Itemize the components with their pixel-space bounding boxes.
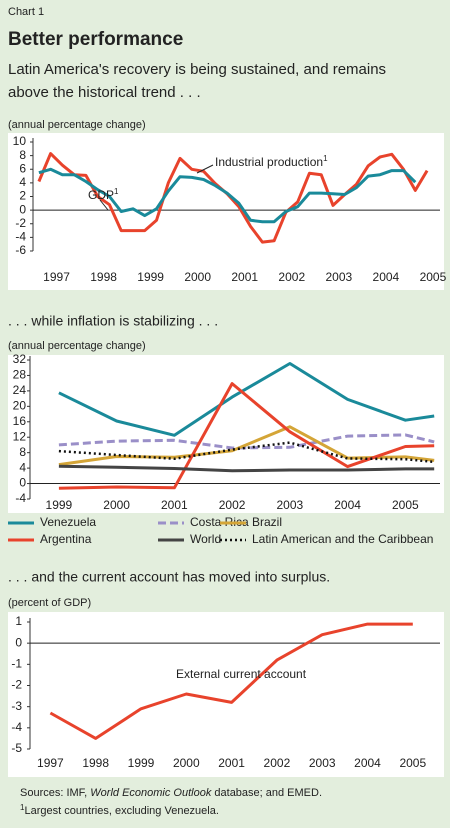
legend-label: Latin American and the Caribbean [252, 532, 433, 546]
footnote-text: Largest countries, excluding Venezuela. [24, 805, 218, 817]
legend-label: World [190, 532, 221, 546]
x-tick-label: 1999 [46, 498, 73, 512]
y-tick-label: 10 [13, 134, 27, 148]
sources-text: Sources: IMF, [20, 787, 90, 799]
y-tick-label: 0 [19, 202, 26, 216]
annotation-text: Industrial production [215, 155, 323, 169]
x-tick-label: 1998 [82, 756, 109, 770]
y-tick-label: -2 [15, 216, 26, 230]
series-line [58, 464, 435, 473]
plot-background [8, 133, 444, 290]
footnote-mark: 1 [20, 803, 25, 812]
leader-line [99, 199, 109, 211]
y-tick-label: 4 [19, 460, 26, 474]
y-axis-label: (annual percentage change) [8, 119, 146, 131]
legend-label: Brazil [252, 515, 282, 529]
x-tick-label: 1999 [137, 270, 164, 284]
y-tick-label: 4 [19, 175, 26, 189]
series-line [58, 441, 435, 464]
x-tick-label: 1997 [43, 270, 70, 284]
y-tick-label: -6 [15, 243, 26, 257]
x-tick-label: 2002 [278, 270, 305, 284]
subtitle-line: above the historical trend . . . [8, 84, 201, 101]
y-tick-label: 1 [15, 614, 22, 628]
y-tick-label: -4 [11, 720, 22, 734]
x-tick-label: 2004 [354, 756, 381, 770]
leader-line [196, 164, 214, 174]
y-tick-label: 24 [13, 383, 27, 397]
annotation-text: GDP [88, 188, 114, 202]
charts: (annual percentage change)1086420-2-4-61… [8, 119, 447, 770]
y-tick-label: 32 [13, 352, 27, 366]
x-tick-label: 2001 [161, 498, 188, 512]
annotation: External current account [176, 667, 307, 681]
legend-label: Venezuela [40, 515, 96, 529]
y-tick-label: 6 [19, 161, 26, 175]
x-tick-label: 2003 [325, 270, 352, 284]
sources: Sources: IMF, World Economic Outlook dat… [20, 787, 322, 799]
x-tick-label: 2002 [264, 756, 291, 770]
y-tick-label: 2 [19, 189, 26, 203]
x-tick-label: 2000 [173, 756, 200, 770]
series-line [58, 362, 435, 437]
x-tick-label: 2004 [334, 498, 361, 512]
series-line [49, 622, 413, 740]
footnote: 1Largest countries, excluding Venezuela. [20, 803, 219, 817]
sources-italic: World Economic Outlook [90, 787, 212, 799]
sources-text: database; and EMED. [211, 787, 322, 799]
y-tick-label: 8 [19, 445, 26, 459]
x-tick-label: 1998 [90, 270, 117, 284]
x-tick-label: 2003 [309, 756, 336, 770]
y-tick-label: 20 [13, 399, 27, 413]
y-tick-label: -5 [11, 741, 22, 755]
y-tick-label: -4 [15, 230, 26, 244]
page-title: Better performance [8, 29, 183, 50]
series-line [38, 167, 417, 224]
chart-title: . . . and the current account has moved … [8, 569, 330, 585]
y-tick-label: -4 [15, 491, 26, 505]
x-tick-label: 2001 [231, 270, 258, 284]
x-tick-label: 2001 [218, 756, 245, 770]
y-tick-label: 28 [13, 368, 27, 382]
annotation: GDP1 [88, 187, 119, 202]
annotation-mark: 1 [114, 187, 119, 196]
x-tick-label: 2000 [184, 270, 211, 284]
y-tick-label: -3 [11, 699, 22, 713]
chart-title: . . . while inflation is stabilizing . .… [8, 313, 218, 329]
x-tick-label: 2005 [392, 498, 419, 512]
y-tick-label: 8 [19, 148, 26, 162]
series-line [58, 425, 435, 467]
x-tick-label: 2000 [103, 498, 130, 512]
y-tick-label: 16 [13, 414, 27, 428]
x-tick-label: 2002 [219, 498, 246, 512]
y-tick-label: 0 [19, 476, 26, 490]
y-axis-label: (percent of GDP) [8, 597, 91, 609]
legend-label: Argentina [40, 532, 92, 546]
annotation-mark: 1 [323, 154, 328, 163]
x-tick-label: 2004 [373, 270, 400, 284]
series-line [37, 152, 429, 244]
x-tick-label: 2003 [277, 498, 304, 512]
chart-label: Chart 1 [8, 6, 44, 18]
y-tick-label: 0 [15, 635, 22, 649]
x-tick-label: 2005 [399, 756, 426, 770]
x-tick-label: 1997 [37, 756, 64, 770]
series-line [58, 382, 435, 490]
subtitle-line: Latin America's recovery is being sustai… [8, 61, 386, 78]
x-tick-label: 1999 [128, 756, 155, 770]
y-tick-label: -2 [11, 678, 22, 692]
y-axis-label: (annual percentage change) [8, 340, 146, 352]
annotation: Industrial production1 [215, 154, 328, 169]
y-tick-label: 12 [13, 429, 27, 443]
plot-background [8, 612, 444, 777]
legend-label: Costa Rica [190, 515, 249, 529]
series-line [58, 433, 435, 450]
x-tick-label: 2005 [420, 270, 447, 284]
y-tick-label: -1 [11, 657, 22, 671]
